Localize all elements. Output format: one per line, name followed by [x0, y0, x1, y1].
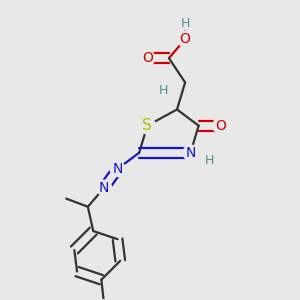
Text: N: N — [112, 162, 123, 176]
Circle shape — [139, 118, 155, 134]
Circle shape — [110, 161, 125, 176]
Text: S: S — [142, 118, 152, 133]
Text: H: H — [205, 154, 214, 167]
Text: H: H — [180, 16, 190, 29]
Circle shape — [203, 154, 216, 168]
Text: N: N — [99, 181, 109, 195]
Text: H: H — [159, 84, 168, 97]
Circle shape — [178, 16, 192, 30]
Circle shape — [178, 32, 193, 47]
Circle shape — [157, 84, 170, 97]
Circle shape — [140, 51, 155, 66]
Text: N: N — [185, 146, 196, 160]
Text: O: O — [142, 51, 153, 65]
Circle shape — [97, 180, 112, 195]
Text: O: O — [215, 119, 226, 133]
Circle shape — [183, 145, 198, 160]
Circle shape — [213, 118, 228, 133]
Text: O: O — [180, 32, 190, 46]
